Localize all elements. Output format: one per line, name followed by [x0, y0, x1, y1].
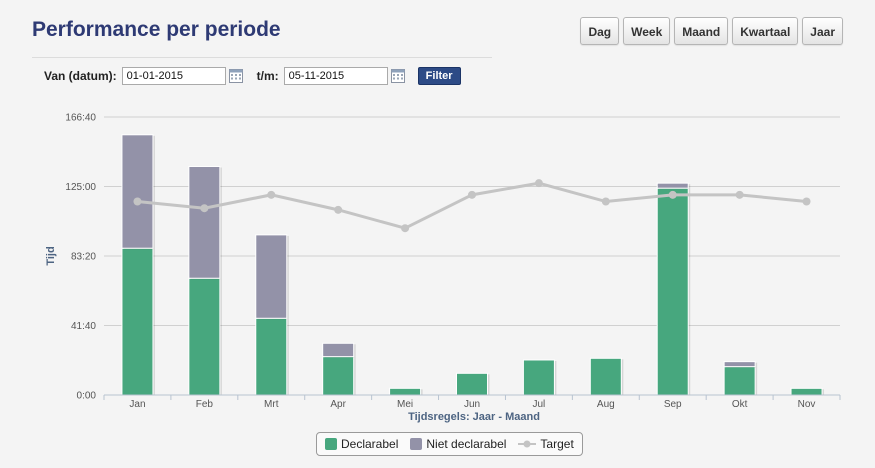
- target-point: [267, 190, 276, 199]
- x-tick-label: Nov: [798, 399, 816, 410]
- x-tick-label: Mrt: [264, 399, 279, 410]
- bar-niet-declarabel: [188, 165, 221, 279]
- y-axis-title: Tijd: [45, 246, 57, 265]
- bar-declarabel: [255, 317, 288, 396]
- legend-label-declarabel: Declarabel: [341, 437, 399, 451]
- target-point: [735, 190, 744, 199]
- from-date-input[interactable]: 01-01-2015: [121, 67, 226, 85]
- to-date-input[interactable]: 05-11-2015: [283, 67, 388, 85]
- legend-swatch-niet-declarabel: [410, 438, 423, 450]
- target-line-path: [137, 181, 807, 230]
- legend-item-declarabel[interactable]: Declarabel: [325, 437, 398, 451]
- bar-declarabel: [522, 359, 555, 396]
- date-filter-row: Van (datum): 01-01-2015 t/m: 05-11-2015 …: [44, 67, 461, 85]
- filter-button[interactable]: Filter: [417, 67, 461, 85]
- target-point: [133, 197, 142, 206]
- y-tick-label: 41:40: [71, 321, 96, 332]
- x-axis-title: Tijdsregels: Jaar - Maand: [408, 411, 540, 423]
- target-point: [534, 179, 543, 188]
- target-line: [133, 179, 811, 233]
- chart-legend: Declarabel Niet declarabel Target: [316, 432, 583, 456]
- legend-swatch-declarabel: [325, 438, 337, 450]
- period-button-kwartaal[interactable]: Kwartaal: [732, 17, 799, 45]
- y-tick-label: 166:40: [65, 113, 96, 124]
- x-tick-label: Jul: [533, 399, 546, 410]
- title-divider: [32, 57, 492, 58]
- target-point: [601, 197, 610, 206]
- from-date-label: Van (datum):: [44, 69, 117, 83]
- to-date-label: t/m:: [256, 69, 279, 83]
- target-point: [401, 224, 410, 233]
- period-button-jaar[interactable]: Jaar: [802, 17, 843, 45]
- bar-declarabel: [389, 387, 422, 396]
- bar-declarabel: [589, 357, 622, 396]
- x-tick-label: Jun: [464, 399, 480, 410]
- legend-label-target: Target: [540, 437, 574, 451]
- y-tick-label: 0:00: [77, 391, 97, 402]
- period-button-maand[interactable]: Maand: [674, 17, 729, 45]
- y-tick-label: 83:20: [71, 252, 96, 263]
- x-tick-label: Jan: [129, 399, 145, 410]
- bar-niet-declarabel: [255, 234, 288, 319]
- x-axis: Jan Feb Mrt Apr Mei Jun Jul Aug Sep Okt Nov: [103, 394, 841, 410]
- legend-item-niet-declarabel[interactable]: Niet declarabel: [410, 437, 506, 451]
- bar-declarabel: [656, 187, 689, 396]
- chart-bars: [121, 134, 825, 396]
- x-tick-label: Feb: [196, 399, 214, 410]
- bar-declarabel: [322, 356, 355, 396]
- target-point: [334, 205, 343, 214]
- legend-item-target[interactable]: Target: [518, 437, 574, 451]
- target-point: [668, 190, 677, 199]
- period-button-group: Dag Week Maand Kwartaal Jaar: [580, 17, 843, 45]
- target-point: [200, 204, 209, 213]
- x-tick-label: Sep: [664, 399, 682, 410]
- bar-declarabel: [790, 387, 823, 396]
- target-point: [802, 197, 811, 206]
- period-button-dag[interactable]: Dag: [580, 17, 620, 45]
- period-button-week[interactable]: Week: [623, 17, 671, 45]
- bar-declarabel: [456, 372, 488, 396]
- legend-swatch-target: [518, 440, 537, 448]
- bar-niet-declarabel: [656, 182, 689, 189]
- page-title: Performance per periode: [32, 18, 281, 41]
- bar-declarabel: [121, 247, 154, 396]
- x-tick-label: Aug: [597, 399, 615, 410]
- x-tick-label: Okt: [732, 399, 748, 410]
- target-point: [468, 190, 476, 199]
- legend-label-niet-declarabel: Niet declarabel: [426, 437, 507, 451]
- y-axis-ticks: 0:00 41:40 83:20 125:00 166:40: [65, 113, 96, 402]
- bar-niet-declarabel: [121, 134, 154, 249]
- y-tick-label: 125:00: [65, 182, 96, 193]
- bar-declarabel: [723, 366, 756, 396]
- calendar-icon[interactable]: [228, 69, 243, 83]
- calendar-icon[interactable]: [390, 69, 405, 83]
- performance-chart: 0:00 41:40 83:20 125:00 166:40 Jan Feb Mrt Apr M…: [45, 113, 841, 423]
- bar-niet-declarabel: [723, 361, 756, 368]
- bar-niet-declarabel: [322, 342, 355, 358]
- x-tick-label: Mei: [397, 399, 413, 410]
- x-tick-label: Apr: [330, 399, 346, 410]
- bar-declarabel: [188, 277, 221, 396]
